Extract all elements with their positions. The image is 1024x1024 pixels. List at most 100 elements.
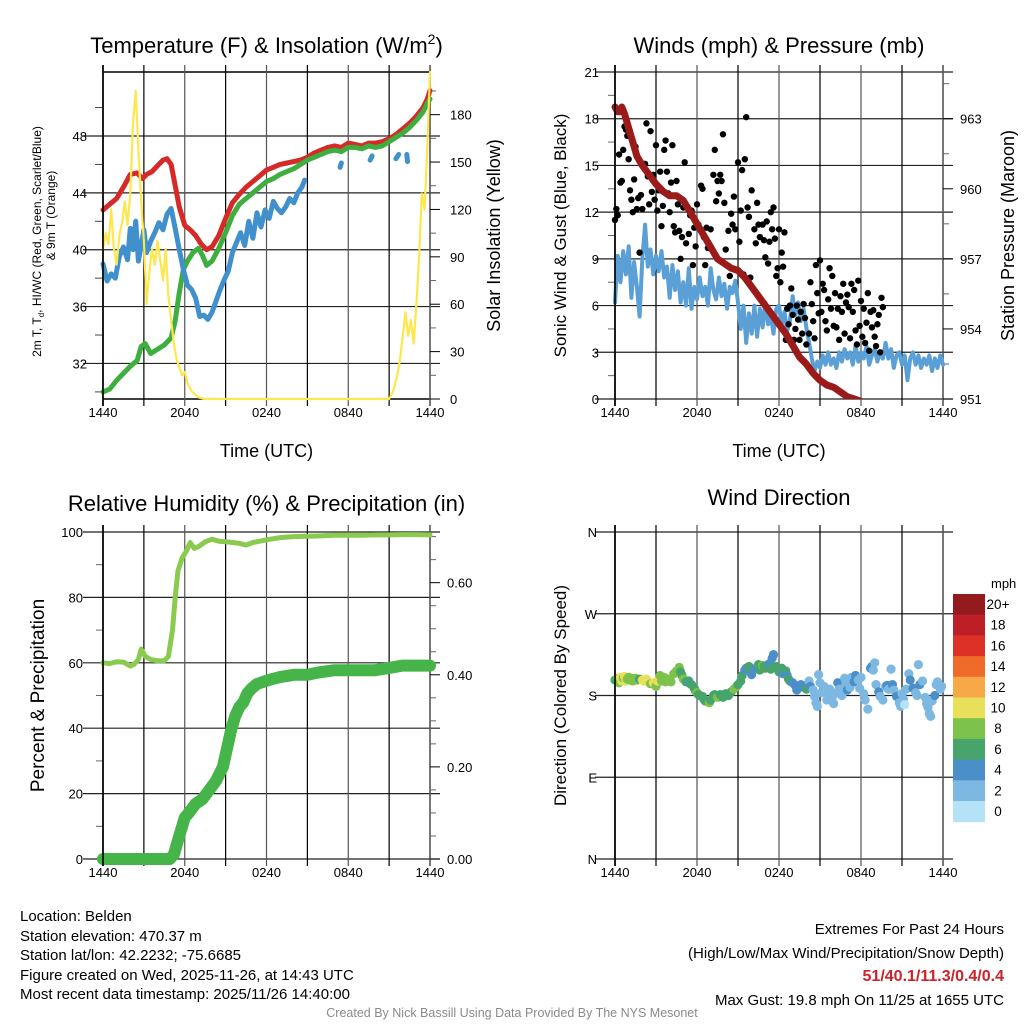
gust-point bbox=[852, 327, 859, 334]
gust-point bbox=[670, 222, 677, 230]
y2-tick-label: 180 bbox=[450, 108, 472, 123]
gust-point bbox=[857, 297, 865, 305]
gust-point bbox=[825, 296, 832, 303]
gust-point bbox=[794, 316, 802, 323]
y-tick-label: 21 bbox=[585, 65, 599, 80]
gust-point bbox=[816, 257, 824, 264]
colorbar-label: 10 bbox=[990, 701, 1005, 716]
colorbar-label: 2 bbox=[994, 783, 1002, 798]
gust-point bbox=[849, 308, 856, 315]
colorbar-swatch bbox=[953, 594, 985, 616]
wind-direction-point bbox=[926, 711, 936, 721]
gust-point bbox=[796, 336, 803, 344]
gust-point bbox=[827, 305, 835, 312]
gust-point bbox=[812, 261, 820, 269]
y2-tick-label: 0.60 bbox=[447, 576, 472, 591]
wind-direction-point bbox=[856, 672, 866, 682]
gust-point bbox=[727, 210, 735, 217]
gust-point bbox=[643, 120, 650, 127]
x-tick-label: 0840 bbox=[847, 405, 876, 420]
x-tick-label: 0240 bbox=[252, 405, 281, 420]
colorbar-swatch bbox=[953, 697, 985, 719]
y2-tick-label: 0.40 bbox=[447, 668, 472, 683]
gust-point bbox=[803, 341, 810, 348]
gust-point bbox=[743, 113, 750, 121]
gust-point bbox=[778, 249, 785, 256]
gust-point bbox=[811, 335, 818, 342]
chart-title: Relative Humidity (%) & Precipitation (i… bbox=[68, 491, 465, 516]
gust-point bbox=[681, 159, 688, 166]
colorbar-label: 12 bbox=[990, 680, 1005, 695]
gust-point bbox=[678, 233, 686, 241]
gust-point bbox=[763, 218, 770, 225]
colorbar-swatch bbox=[953, 759, 985, 781]
y2-tick-label: 954 bbox=[960, 322, 982, 337]
chart-title: Wind Direction bbox=[707, 485, 850, 510]
x-tick-label: 2040 bbox=[170, 405, 199, 420]
y2-tick-label: 30 bbox=[450, 345, 464, 360]
gust-point bbox=[633, 205, 641, 213]
gust-point bbox=[628, 196, 635, 203]
colorbar-swatch bbox=[953, 635, 985, 657]
temperature-panel: Temperature (F) & Insolation (W/m2) 32 36 4… bbox=[30, 31, 504, 461]
wind-direction-point bbox=[901, 684, 911, 694]
gust-point bbox=[744, 204, 751, 211]
gust-point bbox=[775, 226, 783, 233]
x-tick-label: 2040 bbox=[683, 405, 712, 420]
gust-point bbox=[663, 168, 671, 175]
gust-point bbox=[777, 279, 784, 286]
series-heat-index-wind-chill-segment bbox=[367, 153, 375, 163]
gust-point bbox=[820, 286, 828, 294]
wind-direction-point bbox=[863, 704, 873, 714]
wind-direction-point bbox=[917, 676, 928, 686]
gust-point bbox=[797, 308, 805, 315]
y-tick-label: 40 bbox=[69, 721, 83, 736]
gust-point bbox=[685, 230, 692, 238]
created-text: Figure created on Wed, 2025-11-26, at 14… bbox=[20, 966, 354, 984]
y2-axis-label: Station Pressure (Maroon) bbox=[998, 130, 1018, 341]
gust-point bbox=[753, 199, 761, 206]
title-main: Temperature (F) & Insolation (W/m bbox=[90, 33, 427, 58]
gust-point bbox=[715, 190, 723, 197]
colorbar-title: mph bbox=[991, 576, 1016, 591]
gust-point bbox=[645, 201, 653, 208]
wind-direction-point bbox=[871, 680, 881, 690]
x-axis-label: Time (UTC) bbox=[732, 441, 825, 461]
y-tick-label: 12 bbox=[585, 205, 599, 220]
gust-point bbox=[870, 307, 877, 314]
gust-point bbox=[662, 137, 669, 144]
gust-point bbox=[807, 279, 814, 286]
gust-point bbox=[741, 156, 749, 163]
y-axis-label-part: , HI/WC (Red, Green, Scarlet/Blue) bbox=[30, 126, 44, 313]
gust-point bbox=[614, 212, 621, 219]
x-tick-label: 0840 bbox=[847, 865, 876, 880]
gust-point bbox=[878, 294, 885, 301]
gust-point bbox=[712, 198, 720, 205]
y-tick-label: 48 bbox=[73, 129, 87, 144]
colorbar-swatch bbox=[953, 718, 985, 740]
gust-point bbox=[751, 226, 758, 233]
series-precipitation bbox=[97, 659, 436, 865]
gust-point bbox=[853, 341, 861, 348]
y-tick-label: 0 bbox=[76, 852, 83, 867]
y-tick-label: 32 bbox=[73, 356, 87, 371]
gust-point bbox=[658, 222, 665, 230]
gust-point bbox=[799, 330, 806, 337]
gust-point bbox=[647, 127, 654, 135]
y-tick-label: 9 bbox=[592, 252, 599, 267]
gust-point bbox=[682, 240, 690, 247]
y2-axis-label: Solar Insolation (Yellow) bbox=[484, 139, 504, 331]
humidity-panel: Relative Humidity (%) & Precipitation (i… bbox=[28, 491, 472, 880]
gust-point bbox=[718, 177, 725, 185]
x-tick-label: 1440 bbox=[929, 865, 958, 880]
gust-point bbox=[848, 280, 855, 287]
gust-point bbox=[676, 227, 683, 235]
gust-point bbox=[692, 243, 699, 250]
gust-point bbox=[792, 325, 799, 333]
y2-tick-label: 120 bbox=[450, 202, 472, 217]
gust-point bbox=[736, 238, 743, 245]
gust-point bbox=[864, 289, 872, 297]
x-tick-label: 0240 bbox=[765, 405, 794, 420]
series-solar-insolation bbox=[101, 70, 432, 401]
y-axis-label: Direction (Colored By Speed) bbox=[551, 585, 570, 806]
